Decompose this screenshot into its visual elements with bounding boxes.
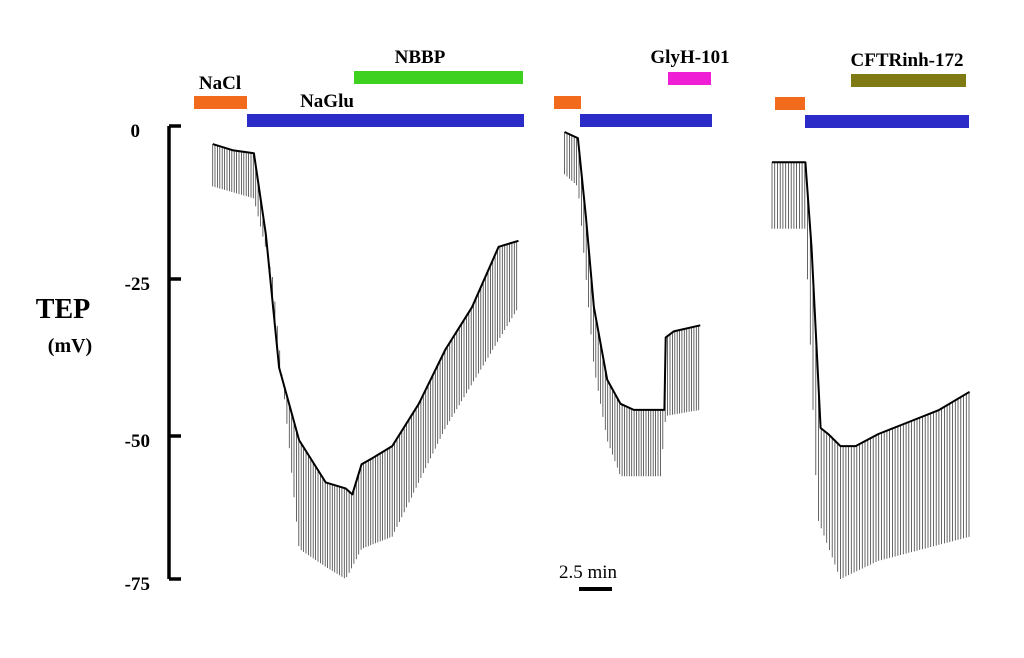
time-scale-bar: 2.5 min — [559, 562, 618, 591]
scale-bar-label: 2.5 min — [559, 562, 618, 583]
bar-nacl-panel3 — [775, 97, 805, 110]
label-nbbp: NBBP — [395, 47, 446, 68]
y-tick-label-50: -50 — [125, 431, 150, 452]
traces — [212, 131, 971, 579]
label-glyh: GlyH-101 — [650, 47, 729, 68]
y-axis: 0 -25 -50 -75 — [125, 121, 181, 595]
trace-line-panel3 — [772, 161, 971, 448]
bar-nbbp-panel1 — [354, 71, 523, 84]
bar-naglu-panel2 — [580, 114, 712, 127]
y-axis-unit: (mV) — [48, 335, 92, 357]
label-nacl: NaCl — [199, 73, 241, 94]
bar-naglu-panel3 — [805, 115, 969, 128]
bar-cftrinh-panel3 — [851, 74, 966, 87]
bar-nacl-panel2 — [554, 96, 581, 109]
y-tick-label-0: 0 — [131, 121, 141, 142]
y-tick-label-25: -25 — [125, 274, 150, 295]
bar-naglu-panel1 — [247, 114, 524, 127]
trace-line-panel1 — [212, 143, 519, 496]
bar-glyh-panel2 — [668, 72, 711, 85]
label-naglu: NaGlu — [300, 91, 354, 112]
y-tick-label-75: -75 — [125, 574, 150, 595]
trace-line-panel2 — [564, 131, 701, 411]
label-cftrinh: CFTRinh-172 — [851, 50, 964, 71]
y-axis-title: TEP — [36, 294, 90, 325]
treatment-bars — [194, 71, 969, 128]
bar-nacl-panel1 — [194, 96, 247, 109]
treatment-labels: NaCl NaGlu NBBP GlyH-101 CFTRinh-172 — [199, 47, 964, 112]
